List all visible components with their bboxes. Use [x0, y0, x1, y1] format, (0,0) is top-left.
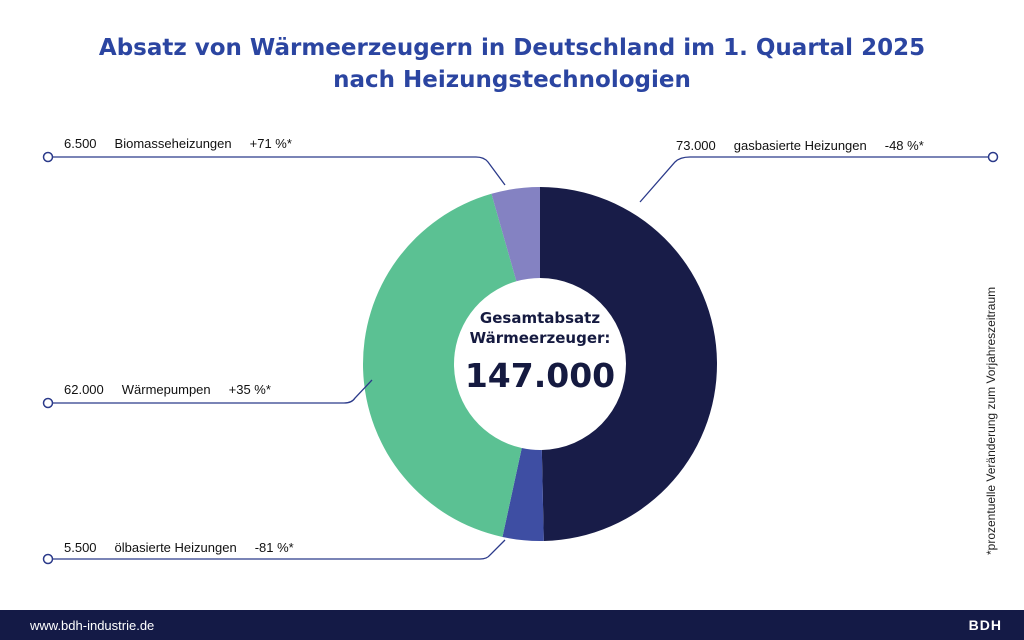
title-line-1: Absatz von Wärmeerzeugern in Deutschland…	[98, 35, 926, 61]
change-label: +35 %*	[228, 382, 271, 397]
leader-line-bio	[52, 156, 506, 186]
series-name: gasbasierte Heizungen	[733, 138, 867, 153]
leader-line-gas	[639, 156, 988, 203]
website-link[interactable]: www.bdh-industrie.de	[30, 618, 155, 633]
change-label: -81 %*	[254, 540, 294, 555]
series-name: Wärmepumpen	[121, 382, 211, 397]
change-label: +71 %*	[249, 136, 292, 151]
title-line-2: nach Heizungstechnologien	[333, 67, 691, 93]
donut-center-label: Gesamtabsatz Wärmeerzeuger: 147.000	[455, 308, 625, 395]
center-line-2: Wärmeerzeuger:	[469, 329, 611, 347]
series-name: Biomasseheizungen	[114, 136, 232, 151]
marker-wp	[42, 397, 54, 409]
label-biomasse: 6.500 Biomasseheizungen +71 %*	[64, 136, 310, 151]
footer-bar: www.bdh-industrie.de BDH	[0, 610, 1024, 640]
value-label: 5.500	[64, 540, 97, 555]
change-label: -48 %*	[884, 138, 924, 153]
marker-bio	[42, 151, 54, 163]
slice-1	[502, 448, 544, 541]
series-name: ölbasierte Heizungen	[114, 540, 237, 555]
leader-line-oil	[52, 539, 506, 560]
label-waermepumpen: 62.000 Wärmepumpen +35 %*	[64, 382, 289, 397]
value-label: 62.000	[64, 382, 104, 397]
center-total: 147.000	[464, 356, 616, 395]
value-label: 73.000	[676, 138, 716, 153]
label-gas: 73.000 gasbasierte Heizungen -48 %*	[676, 138, 942, 153]
footnote: *prozentuelle Veränderung zum Vorjahresz…	[984, 286, 998, 555]
marker-gas	[987, 151, 999, 163]
label-oel: 5.500 ölbasierte Heizungen -81 %*	[64, 540, 312, 555]
marker-oil	[42, 553, 54, 565]
slice-0	[540, 187, 717, 541]
center-line-1: Gesamtabsatz	[479, 309, 601, 327]
leader-line-wp	[52, 379, 373, 404]
slice-2	[362, 193, 522, 537]
slice-3	[491, 187, 540, 282]
value-label: 6.500	[64, 136, 97, 151]
chart-title: Absatz von Wärmeerzeugern in Deutschland…	[0, 32, 1024, 96]
bdh-logo: BDH	[968, 617, 1002, 633]
